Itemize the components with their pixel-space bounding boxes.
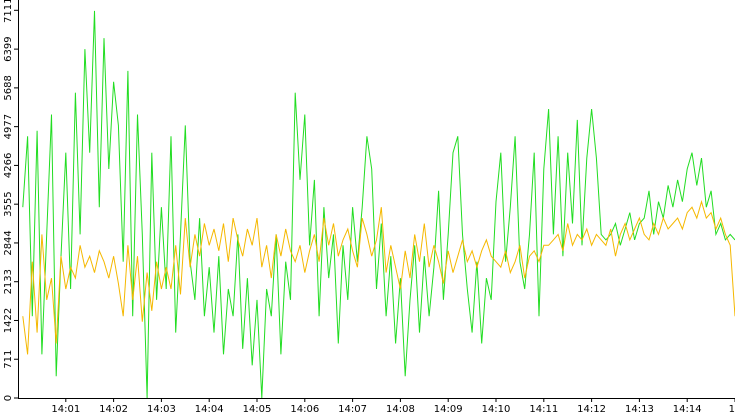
x-tick-label: 14:13 [625, 404, 654, 415]
x-tick-label: 14:02 [99, 404, 128, 415]
y-tick-label: 6399 [3, 36, 14, 61]
x-tick-label: 14:05 [243, 404, 272, 415]
y-tick-label: 4977 [3, 114, 14, 139]
x-tick-label: 14:07 [338, 404, 367, 415]
series-line [22, 199, 735, 355]
x-tick-label: 14:06 [290, 404, 319, 415]
y-tick-label: 5688 [3, 75, 14, 100]
x-tick-label: 14:11 [529, 404, 558, 415]
x-tick-label: 14:12 [577, 404, 606, 415]
y-tick-label: 4266 [3, 153, 14, 178]
y-tick-label: 2133 [3, 269, 14, 294]
y-tick-label: 0 [3, 395, 14, 401]
x-tick-label: 14:14 [673, 404, 702, 415]
x-tick-label: 14:09 [434, 404, 463, 415]
x-tick-label: 14:04 [195, 404, 224, 415]
y-tick-label: 7111 [3, 0, 14, 23]
x-tick-label: 14:10 [482, 404, 511, 415]
x-tick-label: 14:08 [386, 404, 415, 415]
y-tick-label: 1422 [3, 308, 14, 333]
x-tick-label: 14 [729, 404, 735, 415]
series-line [22, 10, 735, 399]
y-tick-label: 711 [3, 350, 14, 369]
x-tick-label: 14:01 [51, 404, 80, 415]
y-tick-label: 2844 [3, 230, 14, 255]
y-tick-label: 3555 [3, 191, 14, 216]
x-tick-label: 14:03 [147, 404, 176, 415]
